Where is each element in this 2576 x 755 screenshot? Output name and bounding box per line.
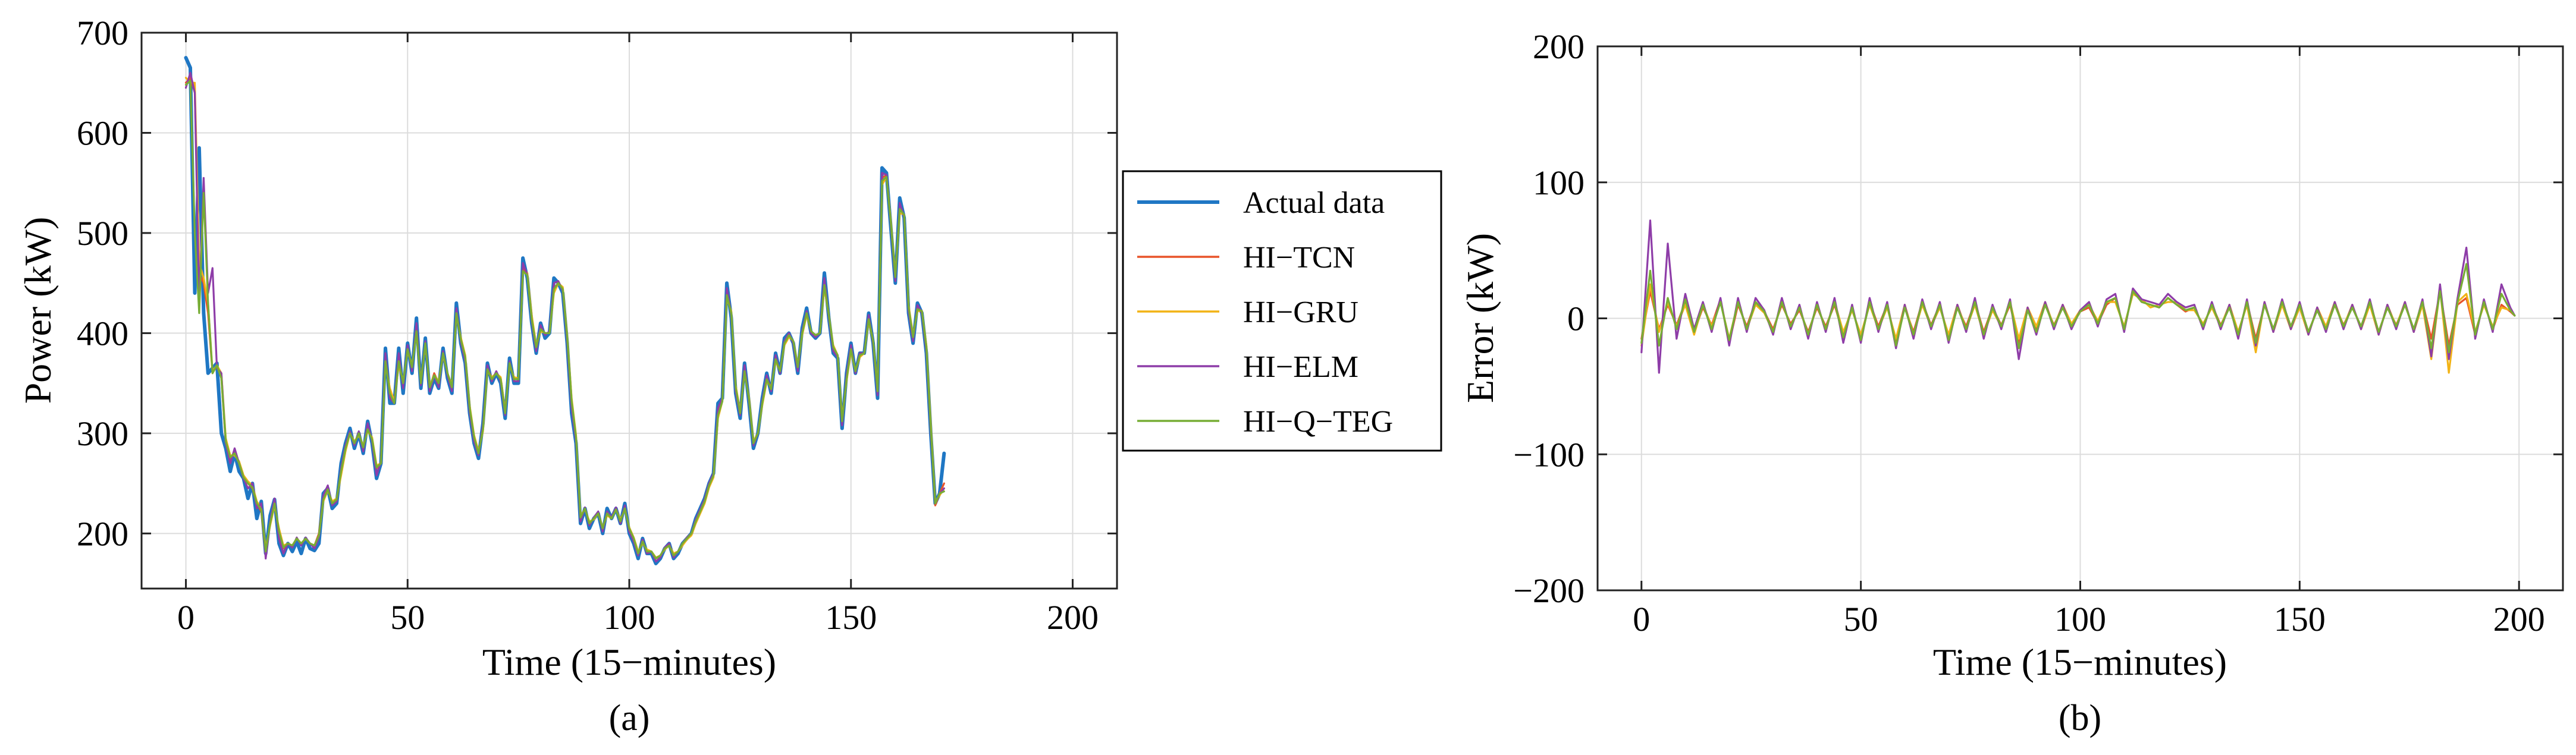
legend-label-hi-tcn: HI−TCN [1243, 241, 1355, 275]
panel-a-y-axis-label: Power (kW) [17, 217, 59, 404]
panel-b-xtick-label-150: 150 [2274, 600, 2326, 638]
legend-label-hi-gru: HI−GRU [1243, 295, 1358, 329]
legend: Actual data HI−TCN HI−GRU HI−ELM HI−Q−TEG [1122, 170, 1442, 452]
panel-a-ytick-label-200: 200 [77, 514, 128, 553]
panel-a-caption: (a) [609, 698, 650, 738]
panel-a-x-axis-label: Time (15−minutes) [482, 641, 776, 683]
legend-label-hi-q-teg: HI−Q−TEG [1243, 405, 1393, 439]
panel-b-series-hi-q-teg [1640, 263, 2516, 354]
panel-b-xtick-label-50: 50 [1844, 600, 1878, 638]
panel-b-xtick-label-100: 100 [2054, 600, 2106, 638]
panel-b-ytick-label-200: 200 [1533, 27, 1584, 66]
panel-b-ytick-label-200: −200 [1513, 571, 1584, 610]
panel-b-y-axis-label: Error (kW) [1459, 233, 1501, 403]
panel-a-ytick-label-300: 300 [77, 414, 128, 453]
panel-a-ytick-label-700: 700 [77, 14, 128, 52]
panel-b-series-hi-elm [1640, 219, 2516, 374]
panel-b-xtick-label-200: 200 [2493, 600, 2545, 638]
panel-b-ytick-label-0: 0 [1567, 300, 1584, 338]
panel-a-xtick-label-50: 50 [390, 598, 425, 637]
panel-b-error-chart: 0 50 100 150 200 −200 −100 0 100 200 Time (15−min… [1459, 27, 2564, 738]
panel-a-ytick-label-400: 400 [77, 314, 128, 353]
panel-a-ytick-label-500: 500 [77, 214, 128, 253]
panel-b-x-axis-label: Time (15−minutes) [1933, 641, 2227, 683]
panel-a-xtick-label-200: 200 [1047, 598, 1099, 637]
panel-b-ytick-label-100: −100 [1513, 435, 1584, 474]
panel-a-series-hi-q-teg [184, 80, 945, 560]
panel-a-xtick-label-100: 100 [604, 598, 655, 637]
legend-label-actual-data: Actual data [1243, 186, 1385, 220]
panel-b-xtick-label-0: 0 [1633, 600, 1650, 638]
panel-a-xtick-label-0: 0 [177, 598, 194, 637]
panel-b-caption: (b) [2059, 698, 2101, 738]
panel-b-ytick-label-100: 100 [1533, 163, 1584, 202]
panel-a-ytick-label-600: 600 [77, 114, 128, 152]
panel-a-xtick-label-150: 150 [825, 598, 877, 637]
panel-a-power-chart: 0 50 100 150 200 200 300 400 500 600 700 Time (15−… [17, 14, 1118, 738]
legend-label-hi-elm: HI−ELM [1243, 350, 1358, 384]
